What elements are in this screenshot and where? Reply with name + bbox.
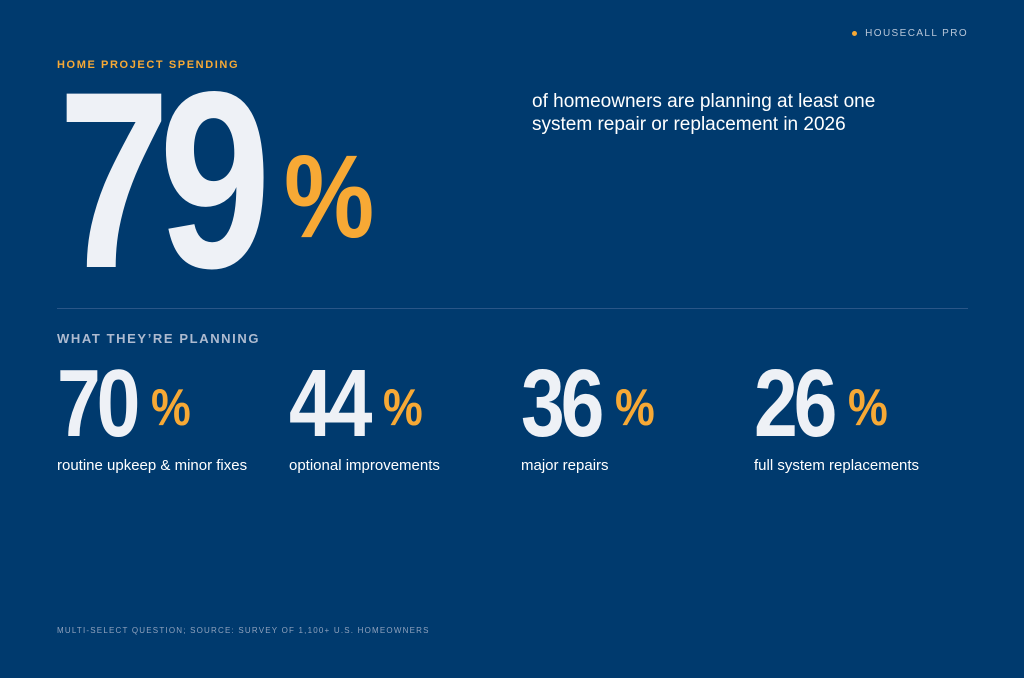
stat-label: optional improvements xyxy=(289,457,440,474)
stat-value: 26 xyxy=(754,350,837,457)
stat-label: major repairs xyxy=(521,457,609,474)
planning-stats: 70 % routine upkeep & minor fixes 44 % o… xyxy=(57,352,977,512)
stat-label: routine upkeep & minor fixes xyxy=(57,457,248,474)
source-footnote: MULTI-SELECT QUESTION; SOURCE: SURVEY OF… xyxy=(57,626,430,635)
stat-label: full system replacements xyxy=(754,457,920,474)
stat-routine-upkeep: 70 % routine upkeep & minor fixes xyxy=(57,352,277,476)
stat-unit: % xyxy=(151,379,191,437)
stat-unit: % xyxy=(848,379,888,437)
stat-major-repairs: 36 % major repairs xyxy=(521,352,741,476)
stat-optional-improvements: 44 % optional improvements xyxy=(289,352,509,476)
stat-unit: % xyxy=(383,379,423,437)
planning-section-label: WHAT THEY’RE PLANNING xyxy=(57,331,261,346)
section-divider xyxy=(57,308,968,309)
stat-value: 70 xyxy=(57,350,140,457)
hero-stat-value: 79 xyxy=(58,40,271,321)
stat-unit: % xyxy=(615,379,655,437)
section-eyebrow: HOME PROJECT SPENDING xyxy=(57,59,240,71)
brand-name: HOUSECALL PRO xyxy=(865,28,968,39)
hero-stat-unit: % xyxy=(284,131,375,263)
stat-value: 44 xyxy=(289,350,372,457)
stat-full-system-replacements: 26 % full system replacements xyxy=(754,352,974,476)
brand-logo: HOUSECALL PRO xyxy=(852,28,968,39)
brand-dot-icon xyxy=(852,31,858,36)
stat-value: 36 xyxy=(521,350,604,457)
hero-stat: 79 % xyxy=(58,40,389,321)
hero-description: of homeowners are planning at least one … xyxy=(532,91,876,136)
